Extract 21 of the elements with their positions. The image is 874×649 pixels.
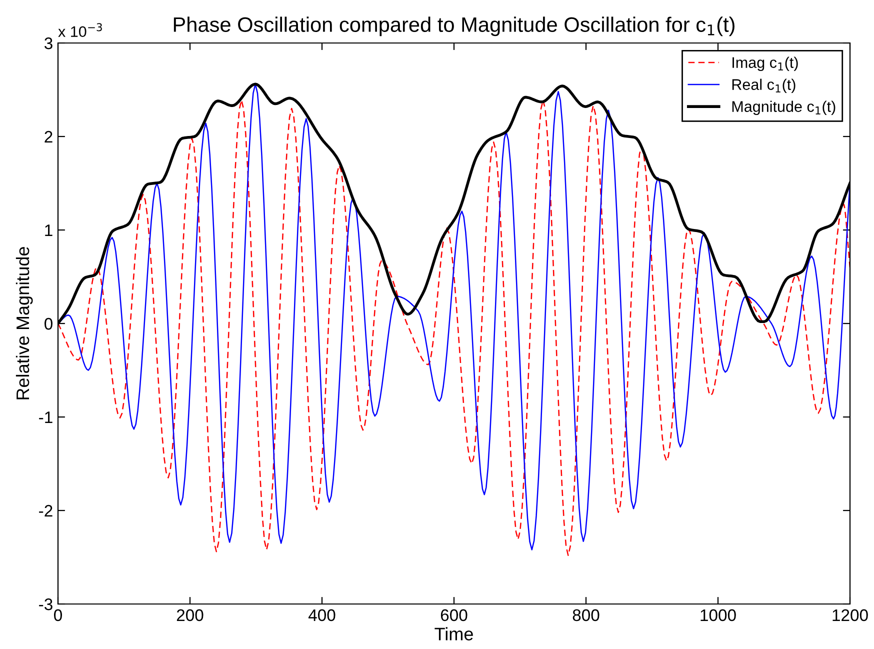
y-tick-label: 1	[45, 224, 52, 236]
y-tick-label: -3	[39, 598, 52, 610]
x-tick-label: 1000	[700, 609, 736, 622]
y-tick-label: 0	[44, 318, 52, 330]
y-tick-label: -1	[39, 412, 52, 424]
x-tick-label: 800	[572, 609, 600, 622]
text: x 10$^{−3}$	[58, 23, 102, 38]
y-tick-label: 3	[44, 37, 52, 50]
x-tick-label: 1200	[832, 609, 868, 622]
x-tick-label: 400	[308, 609, 336, 622]
chart-title: Phase Oscillation compared to Magnitude Oscillation for c$_{1}$(t)	[174, 16, 734, 36]
x-tick-label: 600	[440, 609, 468, 622]
x-tick-label: 200	[176, 609, 204, 622]
x-tick-label: 0	[54, 609, 62, 622]
legend-label: Real c$_{1}$(t)	[732, 78, 796, 93]
legend-label: Magnitude c$_{1}$(t)	[732, 100, 836, 115]
x-axis-title: Time	[434, 627, 473, 640]
legend-label: Imag c$_{1}$(t)	[732, 56, 798, 71]
y-tick-label: 2	[44, 130, 52, 143]
y-axis-title: Relative Magnitude	[16, 247, 33, 400]
y-tick-label: -2	[39, 504, 52, 517]
